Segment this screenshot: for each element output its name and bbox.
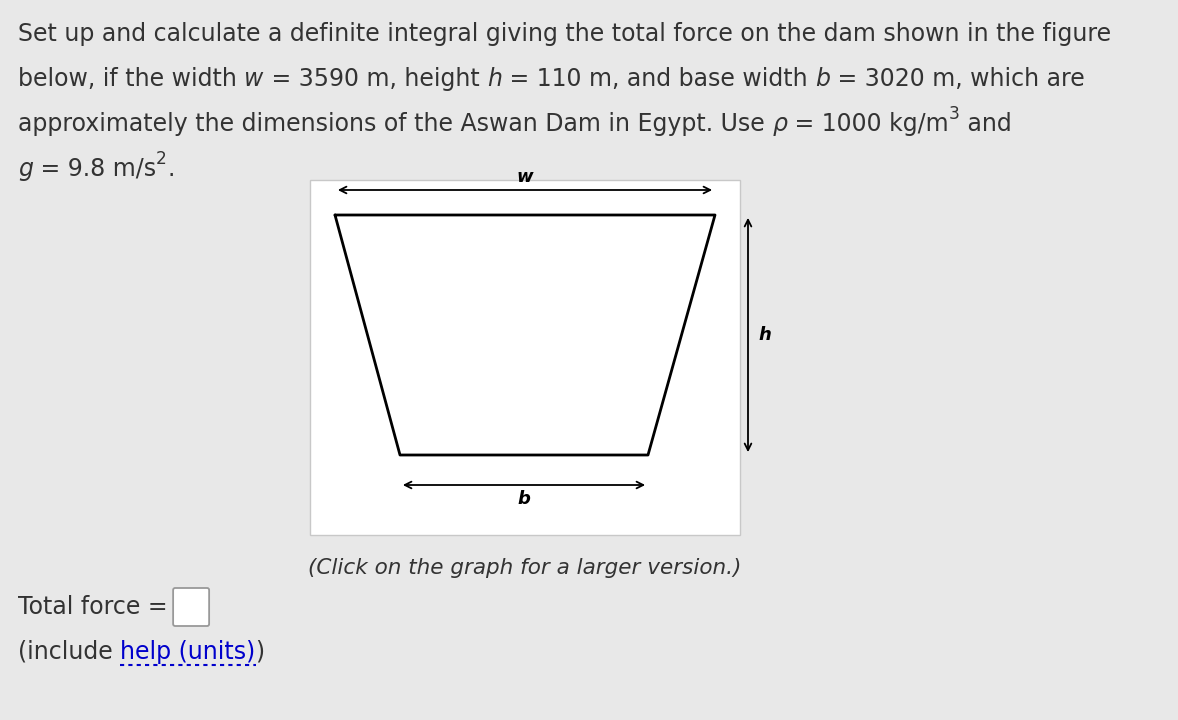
Text: b: b	[815, 67, 830, 91]
Text: Total force =: Total force =	[18, 595, 176, 619]
Text: = 110 m, and base width: = 110 m, and base width	[502, 67, 815, 91]
Text: Set up and calculate a definite integral giving the total force on the dam shown: Set up and calculate a definite integral…	[18, 22, 1111, 46]
Text: Total force =: Total force =	[18, 595, 176, 619]
Bar	[310, 180, 740, 535]
Text: h: h	[757, 326, 770, 344]
Text: (include: (include	[18, 640, 120, 664]
Text: approximately the dimensions of the Aswan Dam in Egypt. Use: approximately the dimensions of the Aswa…	[18, 112, 773, 136]
Text: = 3590 m, height: = 3590 m, height	[264, 67, 487, 91]
Text: = 9.8 m/s: = 9.8 m/s	[33, 157, 157, 181]
Text: b: b	[517, 490, 530, 508]
Text: ): )	[256, 640, 265, 664]
Text: w: w	[244, 67, 264, 91]
Text: (Click on the graph for a larger version.): (Click on the graph for a larger version…	[309, 558, 742, 578]
FancyBboxPatch shape	[173, 588, 210, 626]
Text: and: and	[960, 112, 1012, 136]
Text: 3: 3	[948, 105, 960, 123]
Text: help (units): help (units)	[120, 640, 256, 664]
Text: = 1000 kg/m: = 1000 kg/m	[787, 112, 948, 136]
Text: .: .	[167, 157, 174, 181]
Text: = 3020 m, which are: = 3020 m, which are	[830, 67, 1085, 91]
Text: below, if the width: below, if the width	[18, 67, 244, 91]
Text: h: h	[487, 67, 502, 91]
Text: g: g	[18, 157, 33, 181]
Text: w: w	[517, 168, 534, 186]
Text: 2: 2	[157, 150, 167, 168]
Text: ρ: ρ	[773, 112, 787, 136]
